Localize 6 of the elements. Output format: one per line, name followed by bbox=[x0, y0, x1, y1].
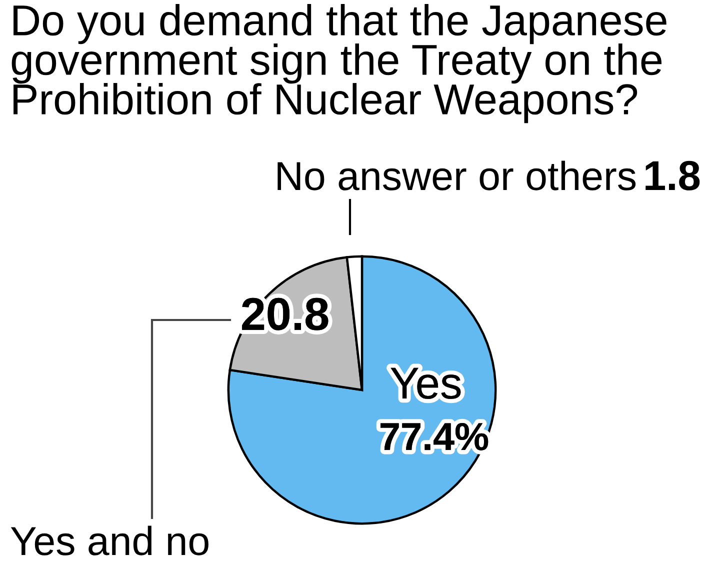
slice-label: Yes and no bbox=[10, 526, 208, 556]
slice-label: Yes bbox=[390, 368, 461, 399]
data-label: 1.8 bbox=[646, 160, 700, 190]
slice-label: No answer or others bbox=[278, 160, 636, 190]
pie-slice bbox=[227, 255, 497, 525]
chart-title: Do you demand that the Japanese government sign the Treaty on the Prohibition of Nuclear Weapons? bbox=[12, 4, 666, 124]
